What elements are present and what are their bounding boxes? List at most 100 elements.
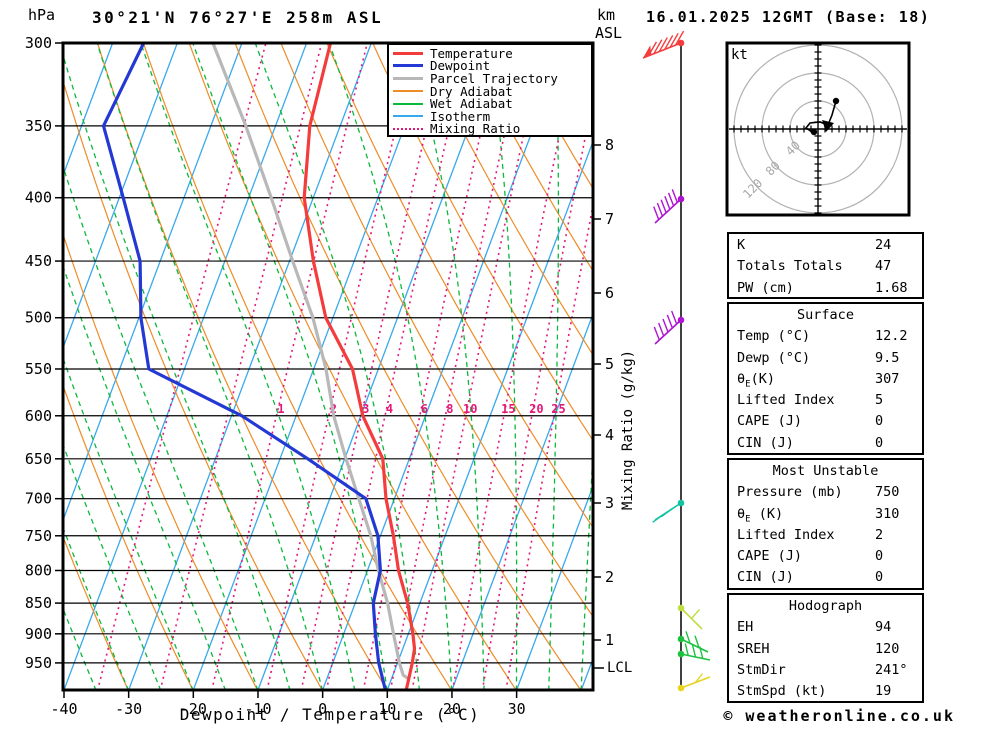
pressure-tick-label: 950 <box>25 654 52 672</box>
hodograph-trace-dot <box>832 97 840 105</box>
stats-value: 12.2 <box>875 328 908 345</box>
legend-item: Mixing Ratio <box>393 121 591 136</box>
stats-label: CAPE (J) <box>737 548 803 565</box>
run-datetime: 16.01.2025 12GMT (Base: 18) <box>646 8 931 26</box>
legend-item: Dry Adiabat <box>393 83 591 99</box>
legend-item: Wet Adiabat <box>393 96 591 112</box>
stats-label: Temp (°C) <box>737 328 811 345</box>
legend-item-label: Wet Adiabat <box>430 96 513 112</box>
dry-adiabat-line <box>417 43 593 356</box>
stats-value: 5 <box>875 392 884 409</box>
stats-value: 0 <box>875 434 884 451</box>
stats-box: K 24 Totals Totals 47 PW (cm) 1.68 <box>727 232 924 299</box>
stats-label: Dewp (°C) <box>737 349 811 366</box>
hodograph-ring-label: 40 <box>783 138 803 158</box>
legend-item: Temperature <box>393 46 591 61</box>
wet-adiabat-line <box>410 43 485 690</box>
wind-barb-dot <box>677 39 685 47</box>
stats-label: PW (cm) <box>737 279 794 296</box>
stats-row: PW (cm) 1.68 <box>729 278 922 297</box>
mixing-ratio-line <box>389 43 525 690</box>
isotherm-line <box>128 43 372 690</box>
isotherm-line <box>63 43 178 349</box>
isotherm-line <box>63 43 243 521</box>
stats-value: 47 <box>875 258 892 275</box>
stats-box-header: Most Unstable <box>772 463 879 479</box>
wet-adiabat-line <box>63 165 259 690</box>
stats-label: K <box>737 237 746 253</box>
mixing-ratio-value-label: 10 <box>463 402 477 416</box>
wet-adiabat-line <box>63 444 162 690</box>
legend-item-label: Isotherm <box>430 108 491 124</box>
stats-box: Hodograph EH 94 SREH 120 StmDir 241° StmSpd (kt… <box>727 593 924 703</box>
copyright: © weatheronline.co.uk <box>723 707 955 725</box>
legend-line-sample <box>393 64 423 68</box>
pressure-tick-label: 450 <box>25 252 52 270</box>
wet-adiabat-line <box>63 357 194 690</box>
legend-line-sample <box>393 127 423 130</box>
x-tick-label: -40 <box>50 700 77 718</box>
pressure-tick-label: 550 <box>25 360 52 378</box>
wet-adiabat-line <box>328 43 453 690</box>
wet-adiabat-line <box>63 54 291 690</box>
stats-value: 94 <box>875 619 892 636</box>
wind-barb <box>677 643 711 661</box>
legend-item-label: Dry Adiabat <box>430 83 513 99</box>
wind-barb-dot <box>677 684 685 692</box>
stats-label: StmSpd (kt) <box>737 683 827 700</box>
stats-label: Lifted Index <box>737 392 835 409</box>
km-tick-label: 4 <box>605 426 614 444</box>
stats-value: 24 <box>875 237 892 253</box>
stats-box-header: Hodograph <box>788 598 863 614</box>
stats-box-header: Surface <box>797 307 854 323</box>
stats-row: StmSpd (kt) 19 <box>729 681 922 701</box>
legend: Temperature Dewpoint Parcel Trajectory Dry … <box>387 43 593 137</box>
page-title: 30°21'N 76°27'E 258m ASL <box>92 8 384 27</box>
km-tick-label: 7 <box>605 210 614 228</box>
stats-label: Lifted Index <box>737 526 835 543</box>
mixing-ratio-value-label: 8 <box>446 402 453 416</box>
stats-label: θE(K) <box>737 370 775 390</box>
mixing-ratio-value-label: 20 <box>529 402 543 416</box>
mixing-ratio-value-label: 15 <box>501 402 515 416</box>
hodograph-ring-label: 120 <box>740 176 765 201</box>
stats-label: StmDir <box>737 661 786 678</box>
hodograph-ring-label: 80 <box>763 158 783 178</box>
stats-row: Totals Totals 47 <box>729 256 922 277</box>
legend-item-label: Dewpoint <box>430 58 491 74</box>
stats-box: Surface Temp (°C) 12.2 Dewp (°C) 9.5 θE(K) 307… <box>727 302 924 455</box>
km-tick-label: 6 <box>605 284 614 302</box>
mixing-ratio-value-label: 25 <box>551 402 565 416</box>
legend-item-label: Parcel Trajectory <box>430 70 558 86</box>
isotherm-line <box>386 140 593 690</box>
wind-flag <box>643 45 652 58</box>
stats-row: Pressure (mb) 750 <box>729 482 922 503</box>
legend-line-sample <box>393 90 423 93</box>
x-tick-label: -10 <box>244 700 271 718</box>
stats-value: 2 <box>875 526 884 543</box>
mixing-ratio-value-label: 3 <box>362 402 369 416</box>
x-tick-label: -30 <box>115 700 142 718</box>
stats-value: 19 <box>875 683 892 700</box>
stats-value: 1.68 <box>875 279 908 296</box>
asl-label: ASL <box>595 24 623 42</box>
dry-adiabat-line <box>280 43 593 617</box>
isotherm-line <box>192 43 437 690</box>
km-tick-label: 5 <box>605 355 614 373</box>
wind-barb-dot <box>677 604 685 612</box>
stats-label: CIN (J) <box>737 434 794 451</box>
dry-adiabat-line <box>63 536 129 690</box>
lcl-label: LCL <box>607 660 633 676</box>
x-axis-label: Dewpoint / Temperature (°C) <box>179 705 481 724</box>
isotherm-line <box>63 43 308 690</box>
stats-value: 0 <box>875 569 884 586</box>
stats-panel: K 24 Totals Totals 47 PW (cm) 1.68 Surface Temp… <box>727 232 924 706</box>
dry-adiabat-line <box>63 80 323 690</box>
pressure-unit-label: hPa <box>28 6 56 24</box>
wind-barb <box>677 673 711 692</box>
pressure-tick-label: 500 <box>25 309 52 327</box>
km-tick-label: 3 <box>605 494 614 512</box>
